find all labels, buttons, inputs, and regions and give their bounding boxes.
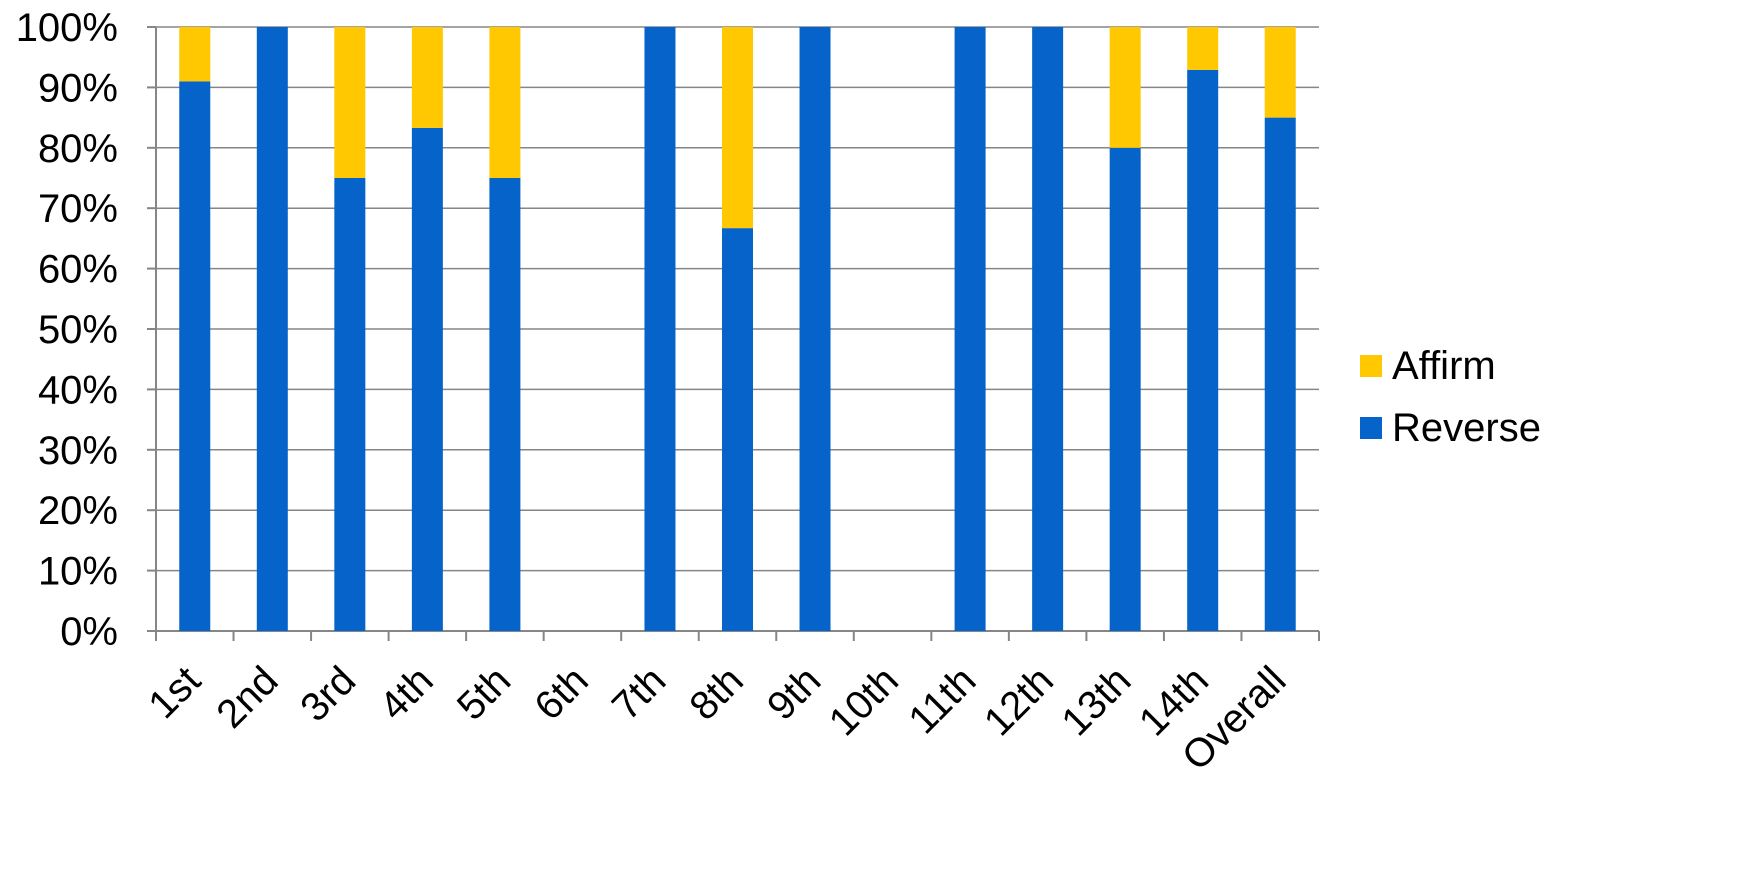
- y-tick-label: 100%: [16, 6, 118, 50]
- x-tick-label: 8th: [681, 658, 751, 728]
- x-tick-label: 2nd: [208, 658, 286, 736]
- x-axis-tick-labels: 1st 2nd 3rd 4th 5th 6th 7th 8th 9th10th11th12th1…: [140, 658, 1294, 779]
- y-tick-label: 70%: [38, 187, 118, 231]
- bar-segment-reverse: [256, 27, 288, 631]
- x-tick-label: 3rd: [292, 658, 364, 730]
- bar-segment-reverse: [1109, 147, 1141, 632]
- bar-segment-affirm: [1187, 27, 1219, 70]
- y-tick-label: 10%: [38, 550, 118, 594]
- bar-segment-affirm: [411, 27, 443, 128]
- x-tick-label: 4th: [371, 658, 441, 728]
- x-tick-label: 7th: [604, 658, 674, 728]
- y-tick-label: 90%: [38, 66, 118, 110]
- legend-swatch-reverse: [1360, 417, 1382, 439]
- bar-segment-reverse: [489, 178, 521, 631]
- bar-segment-reverse: [722, 228, 753, 631]
- bar-segment-affirm: [1264, 27, 1296, 118]
- y-tick-label: 40%: [38, 368, 118, 412]
- bar-segment-reverse: [411, 127, 443, 632]
- x-tick-label: 12th: [976, 658, 1062, 744]
- bar-segment-affirm: [179, 27, 211, 82]
- x-tick-label: 6th: [526, 658, 596, 728]
- bar-segment-reverse: [1187, 69, 1219, 631]
- y-axis-tick-labels: 0% 10% 20% 30% 40% 50% 60% 70% 80% 90% 100%: [16, 6, 118, 654]
- bar-segment-affirm: [489, 27, 521, 178]
- legend-label-affirm: Affirm: [1392, 344, 1496, 388]
- legend: Affirm Reverse: [1360, 344, 1541, 450]
- bar-segment-reverse: [334, 178, 366, 631]
- y-tick-label: 0%: [60, 610, 118, 654]
- legend-label-reverse: Reverse: [1392, 406, 1541, 450]
- bar-segment-reverse: [644, 27, 676, 631]
- bar-segment-affirm: [1109, 27, 1141, 148]
- x-tick-label: 9th: [759, 658, 829, 728]
- x-tick-label: 1st: [140, 658, 209, 727]
- bar-segment-reverse: [954, 27, 986, 631]
- x-tick-label: 13th: [1053, 658, 1139, 744]
- y-tick-label: 60%: [38, 248, 118, 292]
- bar-segment-reverse: [179, 81, 211, 632]
- bars: [179, 27, 1296, 632]
- bar-segment-affirm: [334, 27, 366, 178]
- y-tick-label: 20%: [38, 489, 118, 533]
- bar-segment-reverse: [1264, 117, 1296, 632]
- legend-swatch-affirm: [1360, 355, 1382, 377]
- y-tick-label: 30%: [38, 429, 118, 473]
- x-tick-label: 10th: [821, 658, 907, 744]
- bar-segment-reverse: [1032, 27, 1064, 631]
- bar-segment-reverse: [799, 27, 831, 631]
- x-tick-label: 11th: [900, 658, 984, 742]
- bar-segment-affirm: [722, 27, 753, 229]
- x-tick-label: 5th: [449, 658, 519, 728]
- y-tick-label: 80%: [38, 127, 118, 171]
- y-tick-label: 50%: [38, 308, 118, 352]
